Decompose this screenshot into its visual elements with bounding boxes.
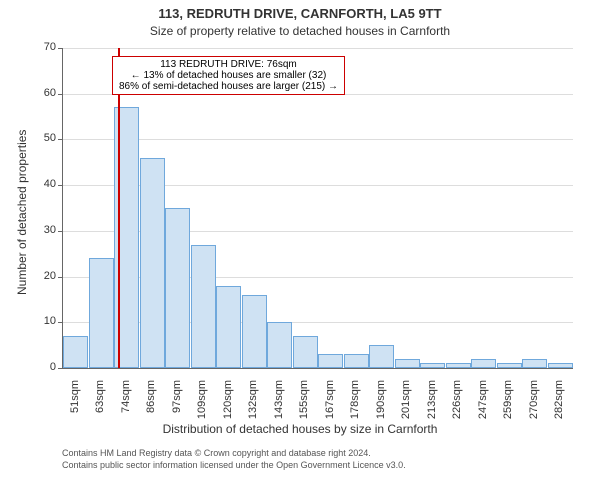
histogram-bar (522, 359, 547, 368)
xtick-label: 178sqm (349, 380, 361, 428)
xtick-label: 282sqm (553, 380, 565, 428)
ytick-mark (58, 322, 62, 323)
xtick-label: 74sqm (120, 380, 132, 428)
gridline (63, 48, 573, 49)
chart-container: 113, REDRUTH DRIVE, CARNFORTH, LA5 9TT S… (0, 0, 600, 500)
ytick-label: 0 (32, 361, 56, 373)
xtick-label: 132sqm (247, 380, 259, 428)
histogram-bar (471, 359, 496, 368)
histogram-bar (89, 258, 114, 368)
xtick-label: 120sqm (222, 380, 234, 428)
ytick-mark (58, 185, 62, 186)
ytick-mark (58, 277, 62, 278)
ytick-mark (58, 231, 62, 232)
histogram-bar (191, 245, 216, 368)
annotation-text-line: ← 13% of detached houses are smaller (32… (119, 70, 338, 81)
histogram-bar (548, 363, 573, 368)
histogram-bar (344, 354, 369, 368)
xtick-label: 143sqm (273, 380, 285, 428)
xtick-label: 190sqm (375, 380, 387, 428)
ytick-label: 50 (32, 132, 56, 144)
ytick-label: 70 (32, 41, 56, 53)
y-axis-label: Number of detached properties (15, 275, 29, 295)
xtick-label: 270sqm (528, 380, 540, 428)
ytick-mark (58, 94, 62, 95)
chart-subtitle: Size of property relative to detached ho… (0, 24, 600, 38)
xtick-label: 97sqm (171, 380, 183, 428)
histogram-bar (293, 336, 318, 368)
histogram-bar (369, 345, 394, 368)
license-line-1: Contains HM Land Registry data © Crown c… (62, 448, 371, 458)
histogram-bar (267, 322, 292, 368)
ytick-label: 40 (32, 178, 56, 190)
ytick-label: 30 (32, 224, 56, 236)
xtick-label: 259sqm (502, 380, 514, 428)
xtick-label: 86sqm (145, 380, 157, 428)
ytick-label: 20 (32, 270, 56, 282)
plot-area (62, 48, 573, 369)
xtick-label: 247sqm (477, 380, 489, 428)
histogram-bar (165, 208, 190, 368)
xtick-label: 63sqm (94, 380, 106, 428)
xtick-label: 167sqm (324, 380, 336, 428)
histogram-bar (446, 363, 471, 368)
annotation-text-line: 113 REDRUTH DRIVE: 76sqm (119, 59, 338, 70)
xtick-label: 51sqm (69, 380, 81, 428)
ytick-mark (58, 48, 62, 49)
xtick-label: 213sqm (426, 380, 438, 428)
license-line-2: Contains public sector information licen… (62, 460, 406, 470)
gridline (63, 139, 573, 140)
histogram-bar (395, 359, 420, 368)
ytick-label: 60 (32, 87, 56, 99)
histogram-bar (140, 158, 165, 368)
histogram-bar (63, 336, 88, 368)
annotation-line (118, 48, 120, 368)
ytick-label: 10 (32, 315, 56, 327)
annotation-text-line: 86% of semi-detached houses are larger (… (119, 81, 338, 92)
ytick-mark (58, 368, 62, 369)
histogram-bar (216, 286, 241, 368)
xtick-label: 226sqm (451, 380, 463, 428)
histogram-bar (420, 363, 445, 368)
histogram-bar (497, 363, 522, 368)
annotation-box: 113 REDRUTH DRIVE: 76sqm← 13% of detache… (112, 56, 345, 95)
chart-title: 113, REDRUTH DRIVE, CARNFORTH, LA5 9TT (0, 6, 600, 21)
histogram-bar (318, 354, 343, 368)
xtick-label: 155sqm (298, 380, 310, 428)
xtick-label: 201sqm (400, 380, 412, 428)
ytick-mark (58, 139, 62, 140)
xtick-label: 109sqm (196, 380, 208, 428)
histogram-bar (242, 295, 267, 368)
